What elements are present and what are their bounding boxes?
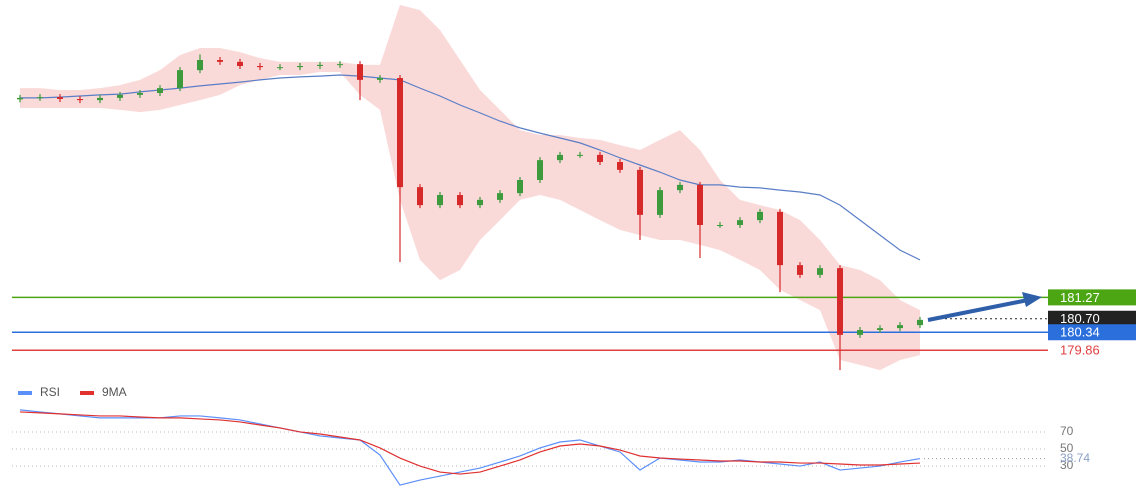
candle-body <box>637 169 643 215</box>
level-box <box>1048 324 1136 341</box>
candle-body <box>857 330 863 335</box>
candle-body <box>277 67 283 69</box>
candle-body <box>317 64 323 66</box>
last-value-label: 38.74 <box>1060 451 1090 465</box>
bollinger-band <box>20 4 920 371</box>
candle-body <box>357 64 363 80</box>
indicator-line <box>19 411 921 475</box>
level-label: 181.27 <box>1060 290 1100 305</box>
candle-body <box>197 60 203 71</box>
candle-body <box>217 60 223 62</box>
candle-body <box>657 190 663 215</box>
candle-body <box>417 187 423 206</box>
candle-body <box>597 154 603 162</box>
level-label: 180.70 <box>1060 311 1100 326</box>
candle-body <box>737 220 743 225</box>
candle-body <box>897 325 903 329</box>
legend-swatch <box>18 391 32 395</box>
level-label: 180.34 <box>1060 325 1100 340</box>
candle-body <box>777 211 783 266</box>
candle-body <box>457 195 463 206</box>
candle-body <box>77 99 83 101</box>
candle-body <box>17 97 23 100</box>
trend-arrow <box>927 298 1029 322</box>
y-tick-label: 70 <box>1060 424 1074 438</box>
candle-body <box>917 319 923 326</box>
candle-body <box>37 97 43 99</box>
candle-body <box>177 70 183 89</box>
level-box <box>1048 289 1136 306</box>
candle-body <box>237 61 243 66</box>
candle-body <box>617 162 623 170</box>
candle-body <box>257 66 263 68</box>
candle-body <box>97 97 103 101</box>
level-box <box>1048 310 1136 327</box>
candle-body <box>677 184 683 191</box>
candle-body <box>437 195 443 206</box>
candle-body <box>117 94 123 98</box>
candle-body <box>757 211 763 221</box>
candle-body <box>477 199 483 206</box>
candle-body <box>57 97 63 99</box>
candle-body <box>877 328 883 330</box>
indicator-line <box>19 409 921 486</box>
rsi-pane: 30 50 70 RSI 9MA 38.74 <box>12 385 1090 486</box>
candle-body <box>497 193 503 200</box>
candle-body <box>697 184 703 225</box>
candle-body <box>717 225 723 226</box>
candle-body <box>297 66 303 68</box>
arrow-head <box>1022 292 1042 307</box>
candle-body <box>517 180 523 194</box>
candle-body <box>377 78 383 80</box>
y-tick-label: 30 <box>1060 458 1074 472</box>
candle-body <box>797 265 803 275</box>
candle-body <box>837 268 843 335</box>
candle-body <box>397 78 403 188</box>
moving-average <box>20 74 921 261</box>
level-label: 179.86 <box>1060 343 1100 358</box>
candle-body <box>577 154 583 156</box>
legend-swatch <box>80 391 94 395</box>
candle-body <box>137 93 143 95</box>
candle-body <box>817 268 823 275</box>
legend-label: RSI <box>40 385 60 399</box>
candle-body <box>537 160 543 180</box>
candle-body <box>157 88 163 93</box>
legend-label: 9MA <box>102 385 127 399</box>
candle-body <box>557 154 563 161</box>
candle-body <box>337 64 343 66</box>
y-tick-label: 50 <box>1060 441 1074 455</box>
